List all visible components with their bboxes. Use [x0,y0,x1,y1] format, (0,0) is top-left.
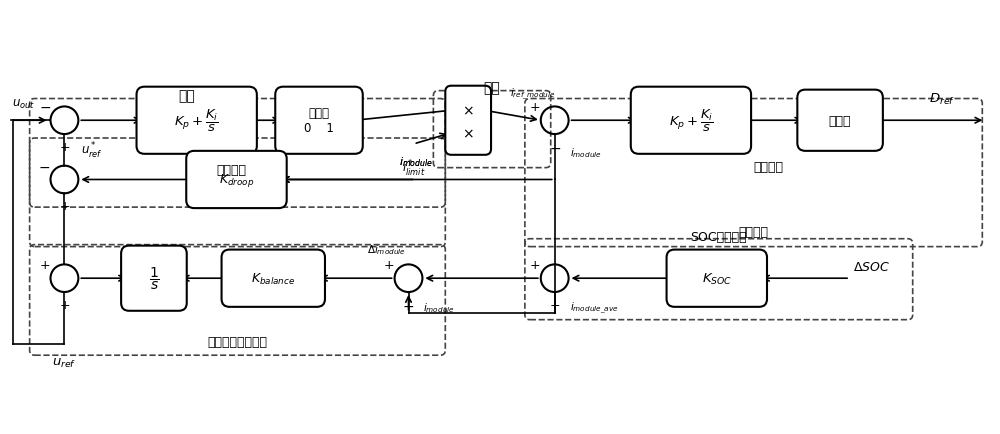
Text: 限幅器: 限幅器 [829,115,851,128]
Text: $D_{ref}$: $D_{ref}$ [929,92,956,107]
Text: SOC均衡控制: SOC均衡控制 [690,230,747,243]
Text: $-$: $-$ [38,159,51,173]
Text: $i_{module}$: $i_{module}$ [423,300,455,314]
Text: $i_{module}$: $i_{module}$ [399,155,432,168]
Text: $\times$: $\times$ [462,127,474,141]
Text: $K_p+\dfrac{K_i}{s}$: $K_p+\dfrac{K_i}{s}$ [174,108,219,134]
Text: $K_p+\dfrac{K_i}{s}$: $K_p+\dfrac{K_i}{s}$ [669,108,713,134]
Text: $+$: $+$ [529,101,540,114]
Text: $u_{ref}$: $u_{ref}$ [52,356,77,369]
Text: $K_{SOC}$: $K_{SOC}$ [702,271,732,286]
Text: $u^*_{ref}$: $u^*_{ref}$ [81,141,103,161]
Text: $+$: $+$ [59,298,70,311]
Text: 电压外环: 电压外环 [241,158,271,171]
Text: $i_{module}$: $i_{module}$ [399,155,432,168]
Text: $\times$: $\times$ [462,104,474,118]
Text: 限流: 限流 [484,82,500,95]
FancyBboxPatch shape [186,151,287,209]
Text: $i_{module}$: $i_{module}$ [570,145,601,159]
Text: $\dfrac{1}{s}$: $\dfrac{1}{s}$ [149,266,159,292]
Text: $-$: $-$ [549,141,561,155]
Text: $i_{ref\_module}$: $i_{ref\_module}$ [510,86,556,101]
Text: $i^*_{limit}$: $i^*_{limit}$ [402,158,425,178]
Text: $u_{out}$: $u_{out}$ [12,98,35,111]
Text: 电流内环: 电流内环 [754,161,784,173]
Text: 电流内环: 电流内环 [739,225,769,238]
Text: $+$: $+$ [59,200,70,213]
Text: $+$: $+$ [529,259,540,272]
Text: $K_{balance}$: $K_{balance}$ [251,271,295,286]
FancyBboxPatch shape [445,86,491,155]
Text: 模块: 模块 [178,89,195,103]
FancyBboxPatch shape [222,250,325,307]
Text: $+$: $+$ [59,141,70,154]
FancyBboxPatch shape [631,88,751,155]
Text: 模块功率均衡控制: 模块功率均衡控制 [207,335,267,349]
FancyBboxPatch shape [797,90,883,151]
Text: $-$: $-$ [39,100,52,114]
FancyBboxPatch shape [275,88,363,155]
FancyBboxPatch shape [667,250,767,307]
Text: 下垂控制: 下垂控制 [216,163,246,176]
Text: $\Delta i_{module}$: $\Delta i_{module}$ [367,243,406,257]
Text: $+$: $+$ [383,259,394,272]
Text: $+$: $+$ [39,259,50,272]
Text: $\Delta SOC$: $\Delta SOC$ [853,260,890,273]
FancyBboxPatch shape [121,246,187,311]
Text: $i_{module\_ave}$: $i_{module\_ave}$ [570,300,618,316]
Text: $K_{droop}$: $K_{droop}$ [219,171,254,188]
Text: 限幅器
0    1: 限幅器 0 1 [304,107,334,135]
Text: $-$: $-$ [402,298,415,312]
FancyBboxPatch shape [137,88,257,155]
Text: $+$: $+$ [549,298,560,311]
